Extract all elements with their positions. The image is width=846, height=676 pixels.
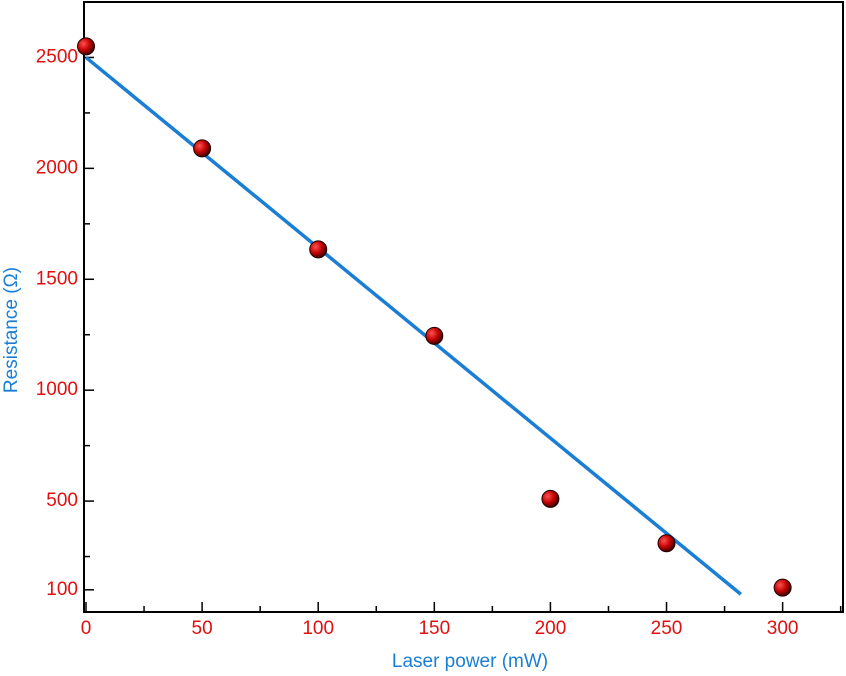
x-tick-label: 200 xyxy=(535,618,567,639)
data-point xyxy=(425,326,444,345)
y-tick-label: 2500 xyxy=(36,46,78,67)
data-point xyxy=(77,37,95,56)
x-tick-label: 300 xyxy=(767,618,799,639)
fit-line xyxy=(84,56,742,596)
x-tick-label: 100 xyxy=(302,618,334,639)
y-tick-label: 100 xyxy=(46,579,78,600)
y-tick-label: 2000 xyxy=(36,157,78,178)
data-point xyxy=(309,240,328,259)
y-tick-label: 1000 xyxy=(36,379,78,400)
x-tick-label: 250 xyxy=(651,618,683,639)
data-point xyxy=(193,139,212,158)
y-tick-label: 500 xyxy=(46,490,78,511)
plot-frame xyxy=(83,1,844,613)
x-tick-label: 50 xyxy=(192,618,213,639)
x-tick-label: 150 xyxy=(418,618,450,639)
data-point xyxy=(541,489,560,508)
y-axis-label: Resistance (Ω) xyxy=(1,267,22,393)
data-point xyxy=(657,534,676,553)
x-axis-label: Laser power (mW) xyxy=(392,651,548,672)
x-tick-label: 0 xyxy=(81,618,92,639)
data-point xyxy=(773,578,792,597)
y-tick-label: 1500 xyxy=(36,268,78,289)
